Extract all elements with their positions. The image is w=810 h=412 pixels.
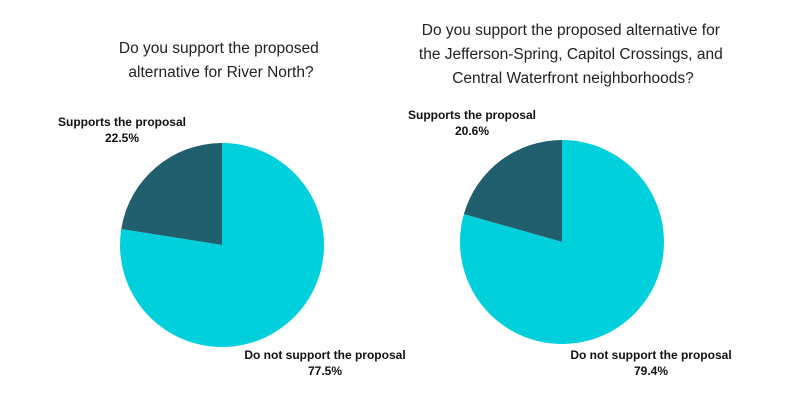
pie-slice-do-not-support [120,143,325,347]
pie-chart-river-north: Do you support the proposed alternative … [58,40,406,378]
pie-slices-river-north [120,143,325,347]
chart-title-line: the Jefferson-Spring, Capitol Crossings,… [419,46,723,63]
chart-title-line: Do you support the proposed alternative … [422,22,720,39]
slice-value-supports: 22.5% [105,131,139,145]
chart-title-river-north: Do you support the proposed alternative … [119,40,323,81]
slice-value-do-not-support: 79.4% [634,364,668,378]
pie-slices-jefferson-spring [459,140,664,345]
slice-label-do-not-support: Do not support the proposal [570,348,731,362]
pie-chart-jefferson-spring: Do you support the proposed alternative … [408,22,732,378]
slice-label-do-not-support: Do not support the proposal [244,348,405,362]
slice-label-supports: Supports the proposal [408,108,536,122]
chart-title-jefferson-spring: Do you support the proposed alternative … [419,22,727,87]
pie-slice-do-not-support [459,140,664,345]
pie-slice-supports [121,143,222,245]
slice-label-supports: Supports the proposal [58,115,186,129]
slice-value-supports: 20.6% [455,124,489,138]
chart-title-line: alternative for River North? [128,64,314,81]
slice-value-do-not-support: 77.5% [308,364,342,378]
chart-title-line: Do you support the proposed [119,40,319,57]
pie-slice-supports [463,140,562,242]
chart-title-line: Central Waterfront neighborhoods? [452,70,694,87]
